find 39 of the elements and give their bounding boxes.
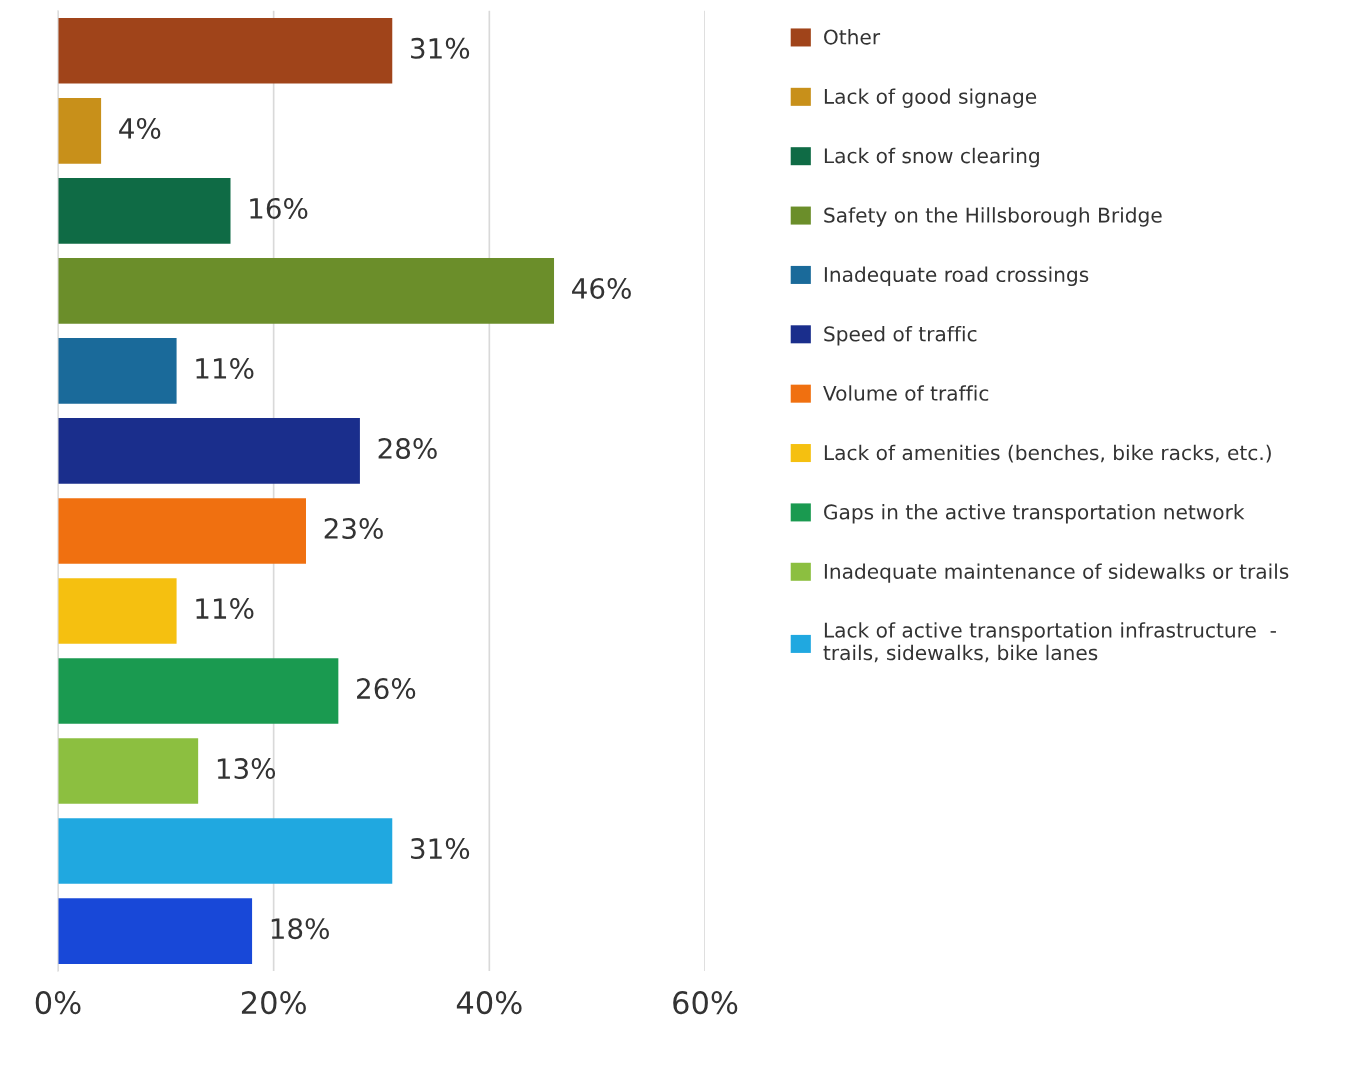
data-label: 23% (324, 518, 383, 540)
legend-label: Inadequate road crossings (824, 266, 1089, 287)
legend-label: Gaps in the active transportation network (824, 504, 1245, 524)
data-label: 18% (271, 918, 329, 940)
legend-label: Lack of active transportation infrastructure - trails, sidewalks, bike lanes (823, 622, 1276, 663)
bar (57, 898, 253, 964)
bar (57, 738, 199, 804)
data-label: 28% (378, 437, 437, 459)
bar (57, 98, 102, 164)
bar (57, 658, 339, 724)
legend-label: Volume of traffic (823, 385, 989, 401)
legend-label: Lack of snow clearing (824, 147, 1039, 168)
bar (57, 338, 177, 404)
bar (57, 258, 555, 324)
bar (57, 178, 231, 244)
legend-label: Lack of amenities (benches, bike racks, etc.) (824, 444, 1271, 463)
legend-label: Lack of good signage (824, 88, 1037, 108)
data-label: 46% (572, 277, 631, 299)
data-label: 26% (357, 678, 416, 700)
data-label: 31% (411, 37, 470, 59)
x-tick-label: 60% (673, 991, 738, 1015)
data-label: 13% (217, 758, 276, 780)
data-label: 11% (196, 598, 254, 620)
data-label: 31% (411, 838, 470, 860)
bar (57, 578, 177, 644)
legend-label: Speed of traffic (824, 325, 977, 346)
legend-label: Other (824, 29, 881, 45)
x-tick-label: 20% (241, 991, 306, 1015)
data-label: 4% (119, 117, 161, 139)
legend-label: Safety on the Hillsborough Bridge (824, 207, 1162, 227)
x-tick-label: 40% (456, 991, 522, 1015)
data-label: 11% (196, 357, 254, 379)
x-tick-label: 0% (35, 991, 81, 1015)
data-label: 16% (250, 197, 308, 219)
bar (57, 498, 306, 564)
bar (57, 17, 393, 84)
bar (57, 418, 360, 484)
legend-label: Inadequate maintenance of sidewalks or trails (824, 563, 1289, 583)
bar (57, 818, 393, 884)
